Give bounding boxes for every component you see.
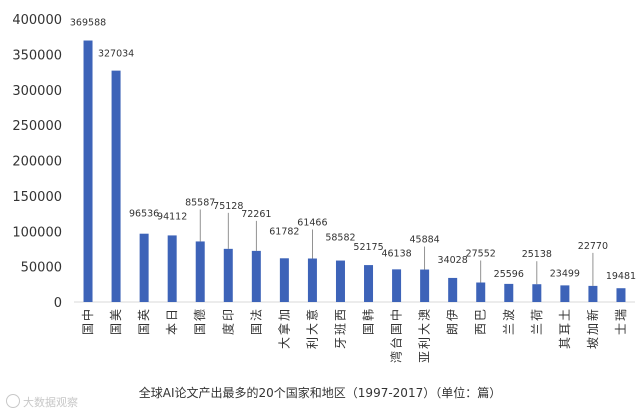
x-tick-label: 韩国 [361,309,376,335]
bar [504,283,514,302]
y-tick-label: 100000 [12,225,62,240]
x-tick-label: 印度 [220,309,235,335]
leader-lines [199,209,594,286]
x-tick-label: 法国 [249,309,263,335]
x-tick-label: 英国 [137,309,151,335]
bar [532,284,542,302]
watermark-text: 大数据观察 [23,396,78,409]
y-tick-label: 350000 [12,48,62,63]
bar [420,269,430,302]
y-tick-label: 250000 [12,119,62,134]
x-tick-label: 德国 [192,309,207,335]
bar [223,248,233,302]
x-tick-label: 伊朗 [446,309,460,335]
bar [560,285,570,302]
y-axis-ticks: 0 50000 100000 150000 200000 250000 300000 3500… [12,13,62,311]
data-label: 45884 [410,235,440,246]
y-tick-label: 0 [54,296,62,311]
data-label: 96536 [129,209,159,220]
data-label: 61782 [269,226,299,237]
data-label: 23499 [550,268,580,279]
bar [251,250,261,302]
data-label: 27552 [466,249,496,260]
data-label: 75128 [213,201,243,212]
bar [307,258,317,302]
bar [364,265,374,302]
y-tick-label: 200000 [12,155,62,170]
bar [195,241,205,302]
bar [588,285,598,302]
data-label: 94112 [157,211,187,222]
y-tick-label: 400000 [12,13,62,28]
x-tick-label: 加拿大 [276,309,291,349]
x-tick-label: 澳大利亚 [418,309,432,363]
x-tick-label: 波兰 [502,309,516,335]
y-tick-label: 300000 [12,84,62,99]
data-label: 34028 [438,255,468,266]
x-tick-label: 美国 [109,309,123,335]
bar [139,233,149,302]
bar [167,235,177,302]
bar [392,269,402,302]
x-tick-label: 中国 [80,309,95,335]
data-label: 327034 [98,49,134,60]
data-label: 46138 [381,248,411,259]
data-label: 58582 [325,233,355,244]
data-label: 85587 [185,197,215,208]
x-tick-label: 荷兰 [530,309,544,335]
bar [335,260,345,302]
y-tick-label: 50000 [21,261,62,276]
x-axis-labels: 中国美国英国日本德国印度法国加拿大意大利西班牙韩国中国台湾澳大利亚伊朗巴西波兰荷… [80,309,628,363]
bar [616,288,626,302]
data-label: 25596 [494,269,524,280]
bar [83,40,93,303]
data-label: 52175 [353,242,383,253]
data-label: 19481 [606,271,636,282]
data-label: 25138 [522,249,552,260]
data-label: 22770 [578,241,608,252]
watermark-logo-icon [6,394,20,408]
x-tick-label: 新加坡 [585,309,600,349]
bar [279,258,289,302]
data-label: 369588 [70,18,106,29]
x-tick-label: 日本 [165,309,179,335]
watermark: 大数据观察 [6,394,78,410]
bar [111,70,121,302]
x-tick-label: 意大利 [304,309,319,349]
bars [83,40,626,303]
x-tick-label: 巴西 [474,309,488,335]
chart-title: 全球AI论文产出最多的20个国家和地区（1997-2017）（单位：篇） [138,386,502,400]
data-label: 72261 [241,209,271,220]
x-tick-label: 中国台湾 [389,309,404,363]
x-tick-label: 瑞士 [614,309,628,335]
bar [476,282,486,302]
x-tick-label: 土耳其 [558,309,572,349]
x-tick-label: 西班牙 [333,309,347,349]
bar [448,277,458,302]
y-tick-label: 150000 [12,190,62,205]
data-label: 61466 [297,218,327,229]
